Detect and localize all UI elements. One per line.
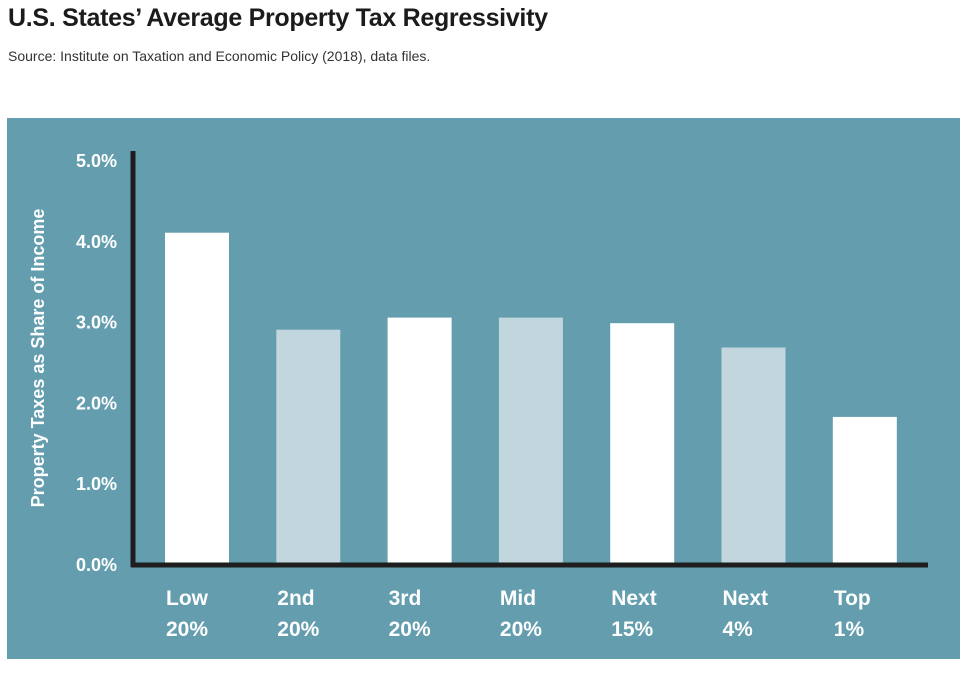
bars (165, 232, 897, 564)
bar (498, 317, 563, 564)
x-category-label: 20% (389, 618, 431, 641)
y-tick-label: 2.0% (76, 393, 117, 413)
chart-panel: 0.0% 1.0% 2.0% 3.0% 4.0% 5.0% Low 20% 2nd 20% 3rd… (7, 118, 960, 659)
x-category-label: 20% (500, 618, 542, 641)
x-category-label: 3rd (389, 587, 422, 610)
x-category-label: Next (723, 587, 769, 610)
chart-source: Source: Institute on Taxation and Econom… (8, 48, 431, 64)
x-category-label: Low (166, 587, 209, 610)
x-category-label: 20% (277, 618, 319, 641)
x-category-label: 15% (611, 618, 653, 641)
x-category-labels: Low 20% 2nd 20% 3rd 20% Mid 20% Next 15% Next 4% Top… (166, 587, 871, 641)
y-tick-label: 3.0% (76, 313, 117, 333)
x-category-label: Top (834, 587, 871, 610)
y-tick-label: 5.0% (76, 151, 117, 171)
chart-title: U.S. States’ Average Property Tax Regres… (8, 4, 548, 32)
bar (832, 416, 897, 564)
y-tick-label: 0.0% (76, 555, 117, 575)
x-category-label: 1% (834, 618, 865, 641)
chart-background (7, 118, 960, 659)
y-tick-label: 1.0% (76, 474, 117, 494)
x-category-label: 4% (723, 618, 754, 641)
y-axis-label: Property Taxes as Share of Income (28, 209, 48, 508)
x-category-label: 2nd (277, 587, 314, 610)
bar (721, 347, 786, 564)
x-category-label: Mid (500, 587, 536, 610)
y-tick-label: 4.0% (76, 232, 117, 252)
x-category-label: Next (611, 587, 657, 610)
bar (276, 329, 341, 564)
bar (165, 232, 229, 564)
bar (610, 323, 675, 564)
y-tick-labels: 0.0% 1.0% 2.0% 3.0% 4.0% 5.0% (76, 151, 117, 575)
x-category-label: 20% (166, 618, 208, 641)
bar (387, 317, 452, 564)
